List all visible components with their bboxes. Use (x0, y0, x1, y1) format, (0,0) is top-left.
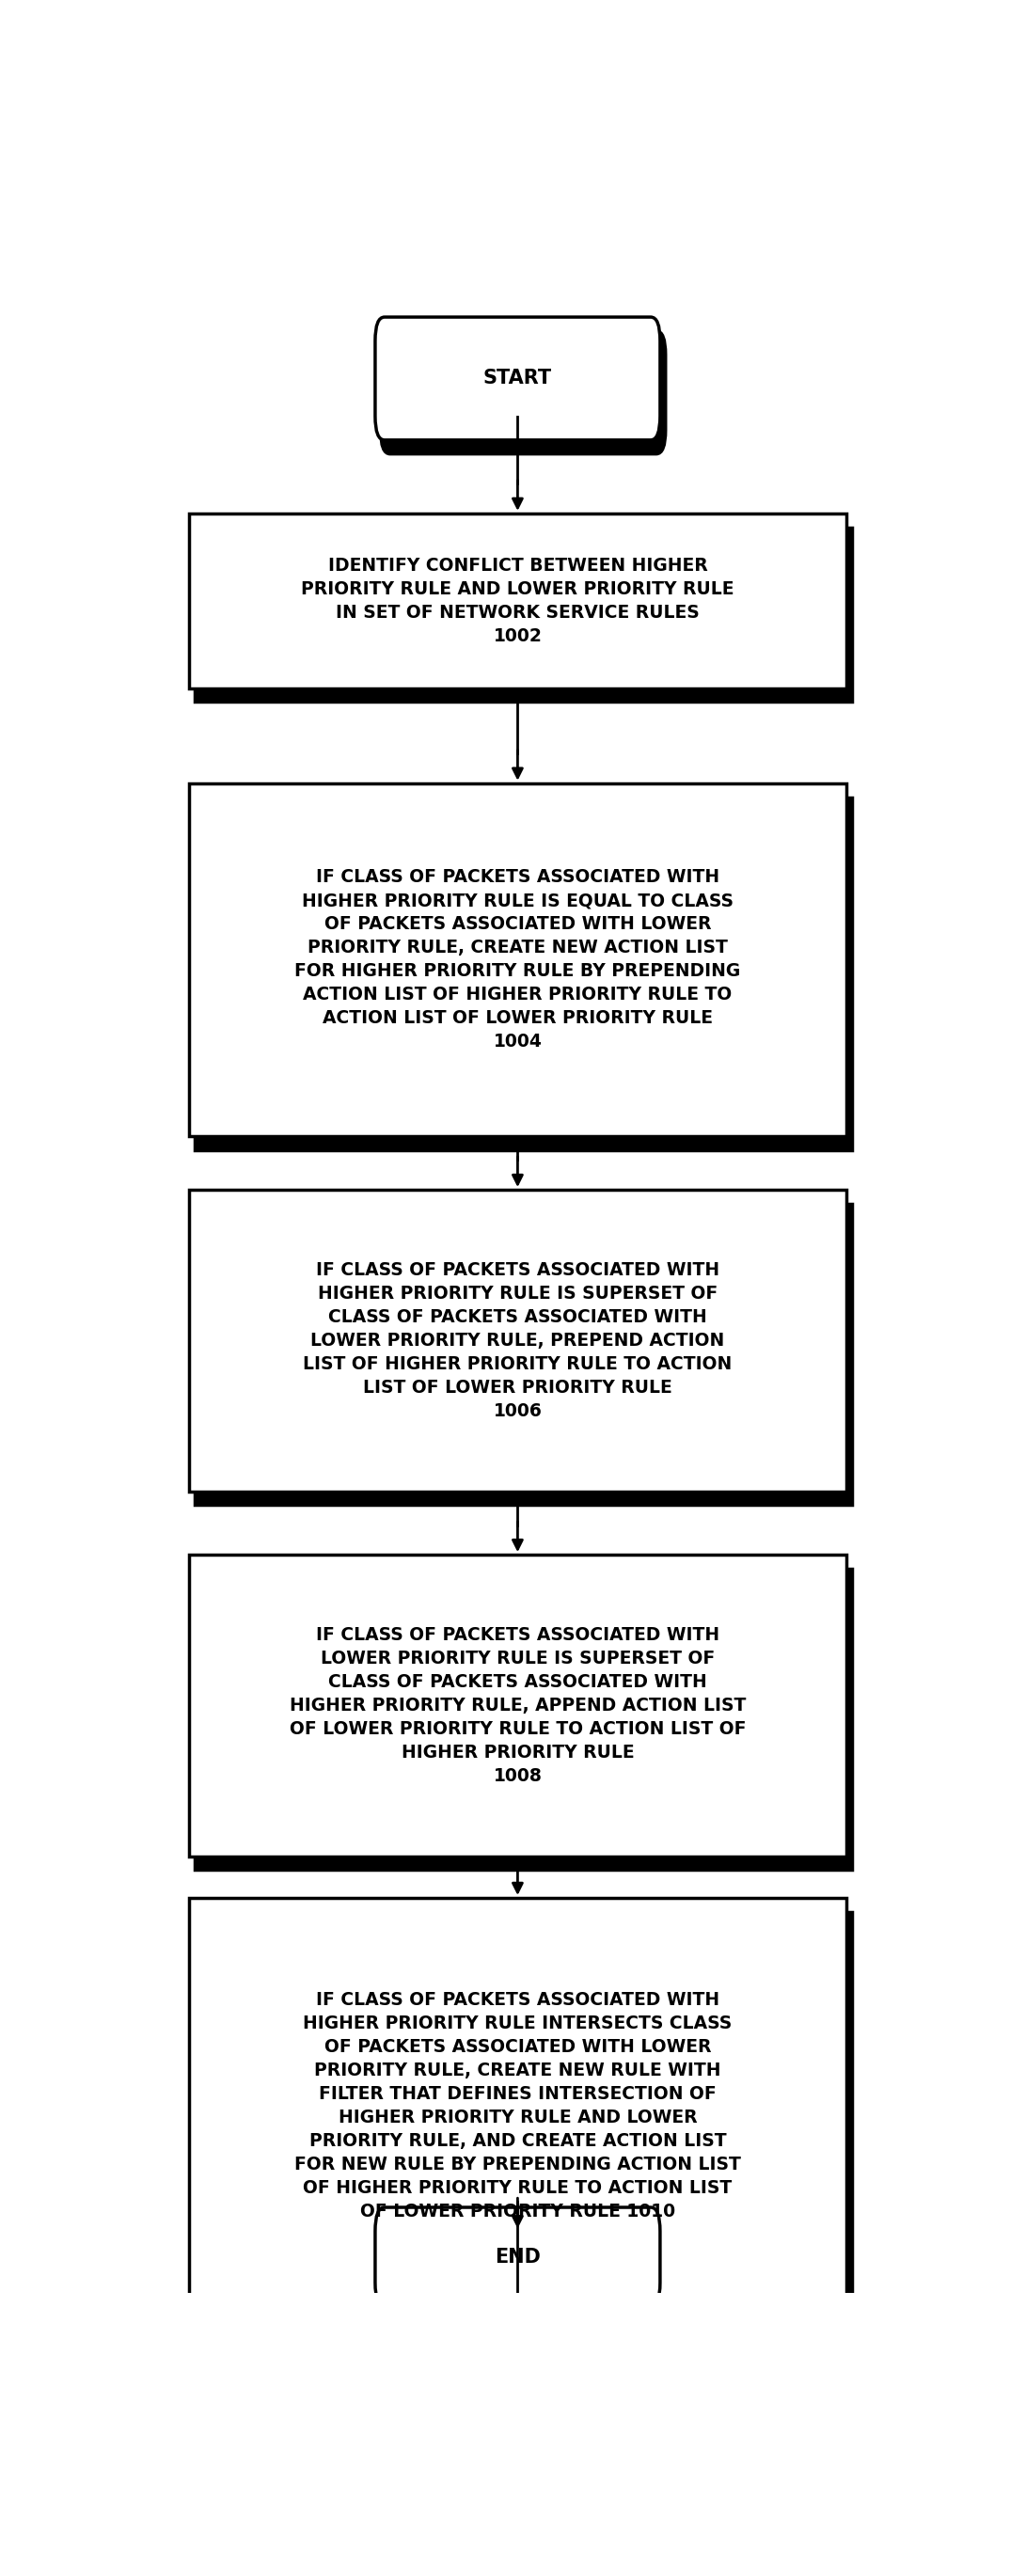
Bar (194, 1911, 851, 2329)
Bar (189, 1190, 846, 1492)
Text: IF CLASS OF PACKETS ASSOCIATED WITH
HIGHER PRIORITY RULE INTERSECTS CLASS
OF PAC: IF CLASS OF PACKETS ASSOCIATED WITH HIGH… (294, 1991, 741, 2221)
Bar (194, 528, 851, 701)
Text: IDENTIFY CONFLICT BETWEEN HIGHER
PRIORITY RULE AND LOWER PRIORITY RULE
IN SET OF: IDENTIFY CONFLICT BETWEEN HIGHER PRIORIT… (301, 556, 734, 644)
Text: IF CLASS OF PACKETS ASSOCIATED WITH
LOWER PRIORITY RULE IS SUPERSET OF
CLASS OF : IF CLASS OF PACKETS ASSOCIATED WITH LOWE… (289, 1625, 746, 1785)
Bar (189, 1556, 846, 1857)
Bar (194, 1203, 851, 1504)
FancyBboxPatch shape (381, 330, 666, 453)
Text: START: START (483, 368, 552, 389)
Text: END: END (495, 2246, 540, 2267)
Bar (194, 796, 851, 1149)
FancyBboxPatch shape (375, 2208, 661, 2306)
Text: IF CLASS OF PACKETS ASSOCIATED WITH
HIGHER PRIORITY RULE IS EQUAL TO CLASS
OF PA: IF CLASS OF PACKETS ASSOCIATED WITH HIGH… (295, 868, 740, 1051)
Bar (194, 1569, 851, 1870)
Text: IF CLASS OF PACKETS ASSOCIATED WITH
HIGHER PRIORITY RULE IS SUPERSET OF
CLASS OF: IF CLASS OF PACKETS ASSOCIATED WITH HIGH… (303, 1262, 732, 1419)
FancyBboxPatch shape (375, 317, 661, 440)
Bar (189, 783, 846, 1136)
Bar (189, 1899, 846, 2313)
Bar (189, 513, 846, 688)
FancyBboxPatch shape (381, 2221, 666, 2321)
